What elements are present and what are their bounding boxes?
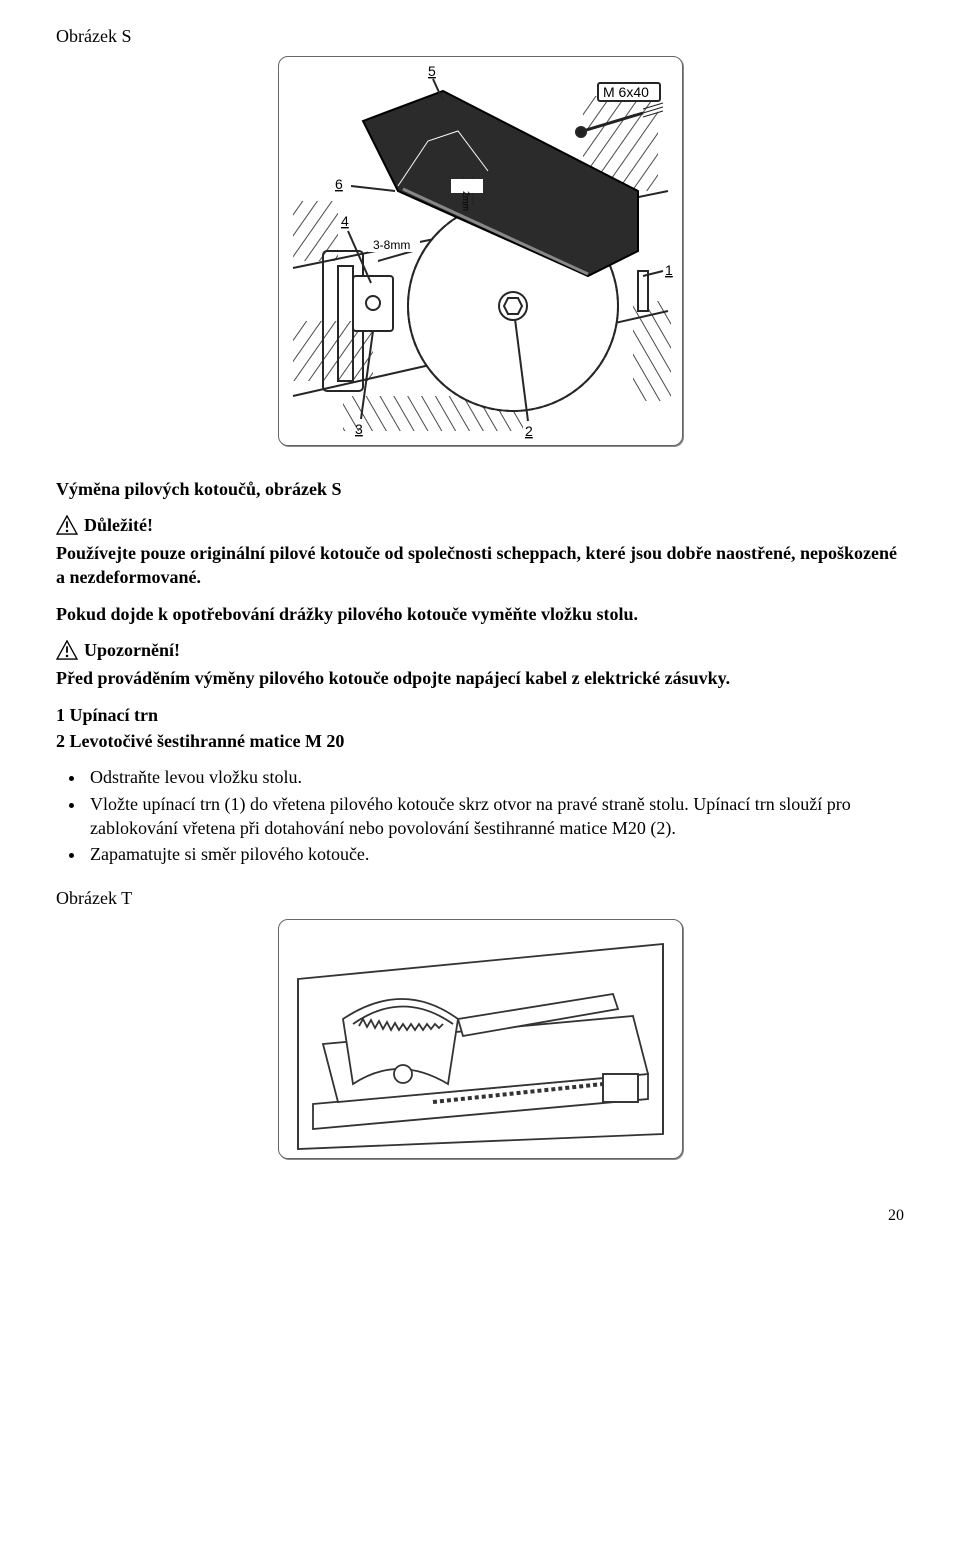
figure-s-frame: M 6x40 1 2 3 4 5 6 xyxy=(278,56,683,446)
para-groove-wear: Pokud dojde k opotřebování drážky pilové… xyxy=(56,602,904,626)
bullet-item: Vložte upínací trn (1) do vřetena pilové… xyxy=(86,792,904,841)
figure-s-illustration: M 6x40 1 2 3 4 5 6 xyxy=(283,61,678,441)
page-number: 20 xyxy=(56,1205,904,1227)
dim-3-8mm: 3-8mm xyxy=(373,238,410,252)
bullet-item: Odstraňte levou vložku stolu. xyxy=(86,765,904,789)
legend-item-2: 2 Levotočivé šestihranné matice M 20 xyxy=(56,729,904,753)
callout-1: 1 xyxy=(665,262,673,278)
callout-6: 6 xyxy=(335,176,343,192)
callout-2: 2 xyxy=(525,423,533,439)
figure-t-label: Obrázek T xyxy=(56,886,904,910)
figure-s-label: Obrázek S xyxy=(56,24,904,48)
callout-5: 5 xyxy=(428,63,436,79)
figure-t-container xyxy=(56,919,904,1165)
warning-notice: Upozornění! xyxy=(56,638,904,662)
figure-t-frame xyxy=(278,919,683,1159)
legend-block: 1 Upínací trn 2 Levotočivé šestihranné m… xyxy=(56,703,904,754)
callout-4: 4 xyxy=(341,213,349,229)
figure-t-illustration xyxy=(283,924,678,1154)
warning-notice-label: Upozornění! xyxy=(84,638,180,662)
callout-3: 3 xyxy=(355,421,363,437)
bolt-label: M 6x40 xyxy=(603,84,649,100)
legend-item-1: 1 Upínací trn xyxy=(56,703,904,727)
warning-triangle-icon xyxy=(56,515,78,535)
instruction-bullets: Odstraňte levou vložku stolu. Vložte upí… xyxy=(56,765,904,866)
warning-important: Důležité! xyxy=(56,513,904,537)
figure-s-container: M 6x40 1 2 3 4 5 6 xyxy=(56,56,904,452)
dim-2mm: 2mm xyxy=(461,191,471,211)
heading-blade-change: Výměna pilových kotoučů, obrázek S xyxy=(56,477,904,501)
para-unplug: Před prováděním výměny pilového kotouče … xyxy=(56,666,904,690)
bullet-item: Zapamatujte si směr pilového kotouče. xyxy=(86,842,904,866)
warning-important-label: Důležité! xyxy=(84,513,153,537)
para-use-original: Používejte pouze originální pilové kotou… xyxy=(56,541,904,590)
warning-triangle-icon xyxy=(56,640,78,660)
